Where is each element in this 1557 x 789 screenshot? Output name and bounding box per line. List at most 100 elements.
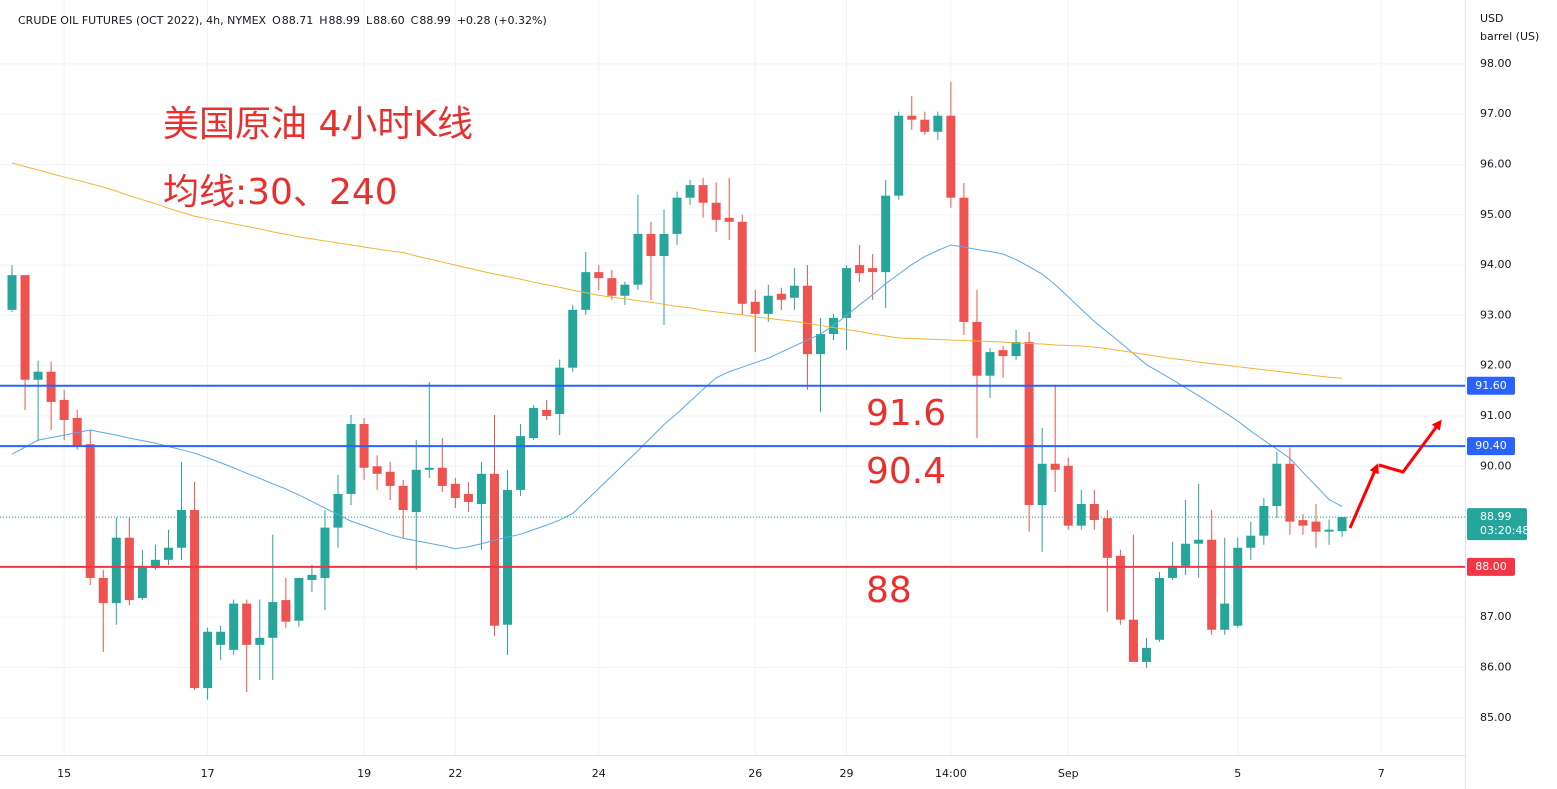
y-tick-label: 90.00 xyxy=(1480,459,1512,472)
candle-body xyxy=(124,537,134,601)
x-tick-label: 19 xyxy=(357,767,371,780)
header-value: 88.60 xyxy=(373,14,405,27)
ma-line xyxy=(11,244,1343,550)
plot xyxy=(0,81,1466,700)
candle-body xyxy=(646,233,656,257)
x-tick-label: 17 xyxy=(201,767,215,780)
header-change: +0.28 (+0.32%) xyxy=(457,14,547,27)
x-tick-label: 22 xyxy=(448,767,462,780)
price-tag xyxy=(1467,376,1515,395)
candle-body xyxy=(1168,565,1178,578)
candle-body xyxy=(959,197,969,322)
candle-body xyxy=(1076,504,1086,526)
y-tick-label: 92.00 xyxy=(1480,359,1512,372)
candle-body xyxy=(1089,504,1099,521)
candle-body xyxy=(203,631,213,689)
candle-body xyxy=(1037,463,1047,506)
candle-body xyxy=(1337,517,1347,532)
price-tag-label: 88.00 xyxy=(1475,560,1507,573)
header-key: O xyxy=(272,14,281,27)
candle-body xyxy=(1063,465,1073,526)
header-value: 88.99 xyxy=(329,14,361,27)
candle-body xyxy=(1050,463,1060,470)
candle-body xyxy=(476,473,486,505)
candle-body xyxy=(868,268,878,273)
candle-body xyxy=(190,510,200,689)
y-tick-label: 86.00 xyxy=(1480,660,1512,673)
candle-body xyxy=(307,574,317,580)
candle-body xyxy=(229,603,239,650)
x-tick-label: 24 xyxy=(592,767,606,780)
y-tick-label: 87.00 xyxy=(1480,610,1512,623)
candle-body xyxy=(59,399,69,421)
candle-body xyxy=(503,489,513,625)
candle-body xyxy=(1311,521,1321,532)
annotation: 90.4 xyxy=(866,451,946,492)
candle-body xyxy=(268,602,278,638)
header-value: 88.99 xyxy=(419,14,451,27)
candle-body xyxy=(724,217,734,222)
header-value: 88.71 xyxy=(282,14,314,27)
candle-body xyxy=(346,424,356,494)
candle-body xyxy=(1194,539,1204,544)
candle-body xyxy=(568,309,578,368)
candle-body xyxy=(711,202,721,220)
candle-body xyxy=(972,321,982,376)
header-key: H xyxy=(319,14,327,27)
candle-body xyxy=(372,466,382,474)
candle-body xyxy=(424,467,434,470)
header-key: L xyxy=(366,14,373,27)
candle-body xyxy=(137,565,147,599)
labels: 85.0086.0087.0088.0089.0090.0091.0092.00… xyxy=(57,57,1529,780)
candle-body xyxy=(581,272,591,310)
candle-body xyxy=(216,631,226,645)
candle-body xyxy=(463,493,473,502)
candle-body xyxy=(855,265,865,274)
candle-body xyxy=(1220,603,1230,630)
price-tag xyxy=(1467,557,1515,576)
annotation: 91.6 xyxy=(866,393,946,434)
countdown: 03:20:48 xyxy=(1480,524,1529,537)
candle-body xyxy=(255,637,265,645)
candle-body xyxy=(1115,555,1125,620)
arrow xyxy=(1348,463,1379,529)
price-tag xyxy=(1467,508,1527,541)
candle-body xyxy=(489,473,499,626)
candle-body xyxy=(385,471,395,486)
candle-body xyxy=(1155,577,1165,640)
y-tick-label: 94.00 xyxy=(1480,258,1512,271)
candle-body xyxy=(594,272,604,279)
candle-body xyxy=(411,469,421,513)
candle-body xyxy=(529,407,539,439)
header-key: C xyxy=(411,14,419,27)
annotation: 88 xyxy=(866,570,912,611)
candle-body xyxy=(1272,463,1282,507)
candle-body xyxy=(177,510,187,548)
candle-body xyxy=(542,409,552,416)
price-tag xyxy=(1467,437,1515,456)
annotation: 均线:30、240 xyxy=(163,172,398,213)
candle-body xyxy=(1102,518,1112,558)
candle-body xyxy=(333,493,343,528)
candle-body xyxy=(555,367,565,414)
candle-body xyxy=(1024,342,1034,506)
candle-body xyxy=(698,185,708,203)
candle-body xyxy=(1246,535,1256,548)
candle-body xyxy=(894,115,904,196)
candle-body xyxy=(946,115,956,198)
ma-line xyxy=(11,162,1343,379)
y-tick-label: 95.00 xyxy=(1480,208,1512,221)
x-tick-label: 14:00 xyxy=(935,767,967,780)
candle-body xyxy=(1181,543,1191,566)
y-tick-label: 96.00 xyxy=(1480,157,1512,170)
candle-body xyxy=(607,278,617,296)
candle-body xyxy=(46,371,56,402)
header-title: CRUDE OIL FUTURES (OCT 2022), 4h, NYMEX xyxy=(18,14,267,27)
candle-body xyxy=(98,577,108,604)
y-tick-label: 97.00 xyxy=(1480,107,1512,120)
candle-body xyxy=(985,352,995,376)
candle-body xyxy=(750,301,760,314)
x-tick-label: 7 xyxy=(1378,767,1385,780)
candle-body xyxy=(881,195,891,273)
